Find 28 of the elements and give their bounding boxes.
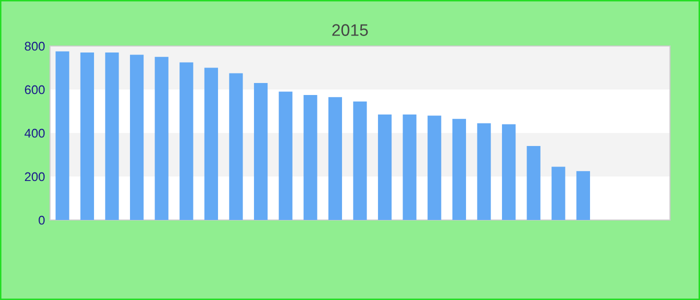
bar [502,124,516,220]
bar [130,54,144,220]
bar [204,68,218,220]
bar [154,56,168,220]
bar [229,73,243,220]
bar [452,118,466,220]
bar [278,92,292,220]
bar [576,171,590,220]
bar [428,116,442,220]
bar [56,51,70,220]
bar [180,62,194,220]
bar [378,114,392,220]
y-tick-label: 800 [24,42,45,51]
bar [552,166,566,220]
chart-subtitle: 2015 [332,24,368,36]
y-tick-label: 600 [24,85,45,94]
bar [402,114,416,220]
bar [80,52,94,220]
y-tick-label: 0 [38,216,45,225]
bar [477,123,491,220]
bar [254,82,268,220]
bar [328,97,342,220]
y-tick-label: 200 [24,172,45,182]
bar [353,101,367,220]
y-tick-label: 400 [24,128,45,138]
bar [526,146,540,220]
bar [105,52,119,220]
bar [304,94,318,220]
